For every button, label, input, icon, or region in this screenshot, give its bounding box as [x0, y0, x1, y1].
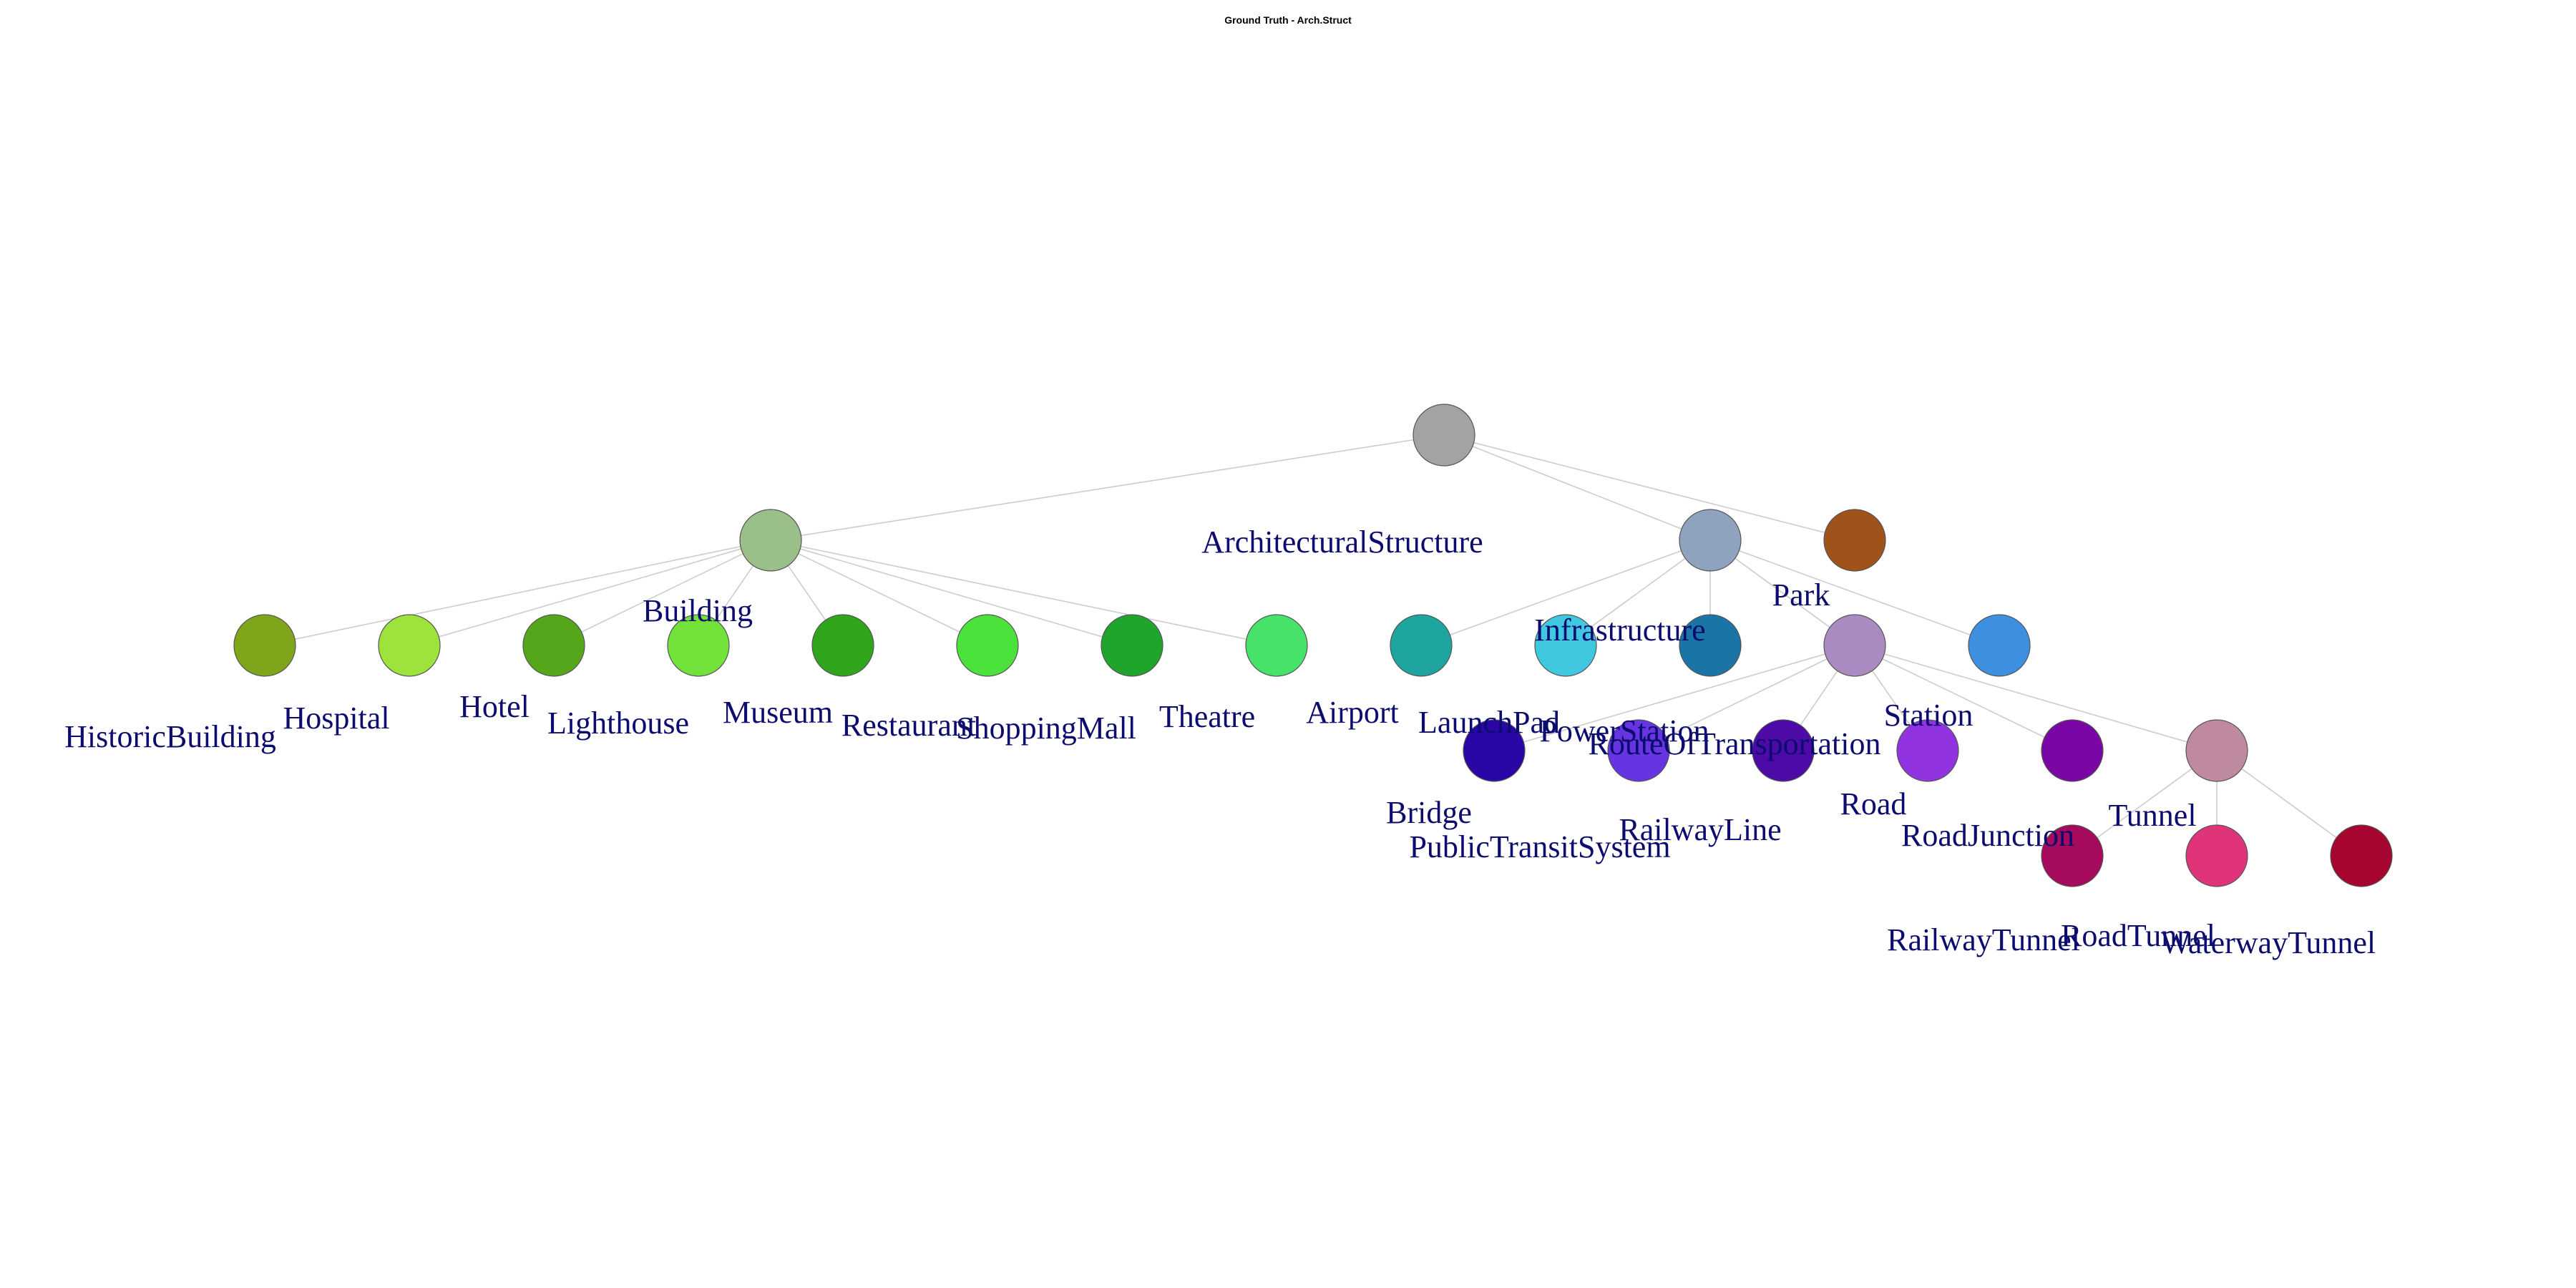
node-label-Infrastructure: Infrastructure [1534, 613, 1705, 648]
node-Road [1896, 719, 1959, 782]
node-ShoppingMall [1101, 614, 1163, 677]
node-label-PowerStation: PowerStation [1539, 713, 1709, 748]
node-RailwayLine [1752, 719, 1815, 782]
node-Tunnel [2185, 719, 2248, 782]
node-RouteOfTransportation [1823, 614, 1886, 677]
edge-ArchitecturalStructure-Building [770, 434, 1445, 541]
node-RoadJunction [2041, 719, 2104, 782]
node-label-Airport: Airport [1306, 695, 1399, 730]
node-label-Lighthouse: Lighthouse [547, 706, 689, 741]
node-label-RailwayTunnel: RailwayTunnel [1887, 922, 2080, 957]
node-label-ArchitecturalStructure: ArchitecturalStructure [1201, 525, 1483, 560]
labels-layer: ArchitecturalStructure Building Infrastruc… [64, 525, 2376, 960]
node-LaunchPad [1534, 614, 1597, 677]
node-label-Station: Station [1884, 698, 1974, 733]
node-Station [1968, 614, 2031, 677]
node-Hospital [378, 614, 441, 677]
node-label-WaterwayTunnel: WaterwayTunnel [2161, 925, 2376, 960]
node-RailwayTunnel [2041, 824, 2104, 887]
node-label-RouteOfTransportation: RouteOfTransportation [1588, 726, 1880, 761]
edge-RouteOfTransportation-Tunnel [1854, 645, 2218, 751]
edge-RouteOfTransportation-Bridge [1493, 645, 1855, 751]
node-WaterwayTunnel [2330, 824, 2393, 887]
node-label-PublicTransitSystem: PublicTransitSystem [1409, 829, 1670, 864]
node-HistoricBuilding [233, 614, 296, 677]
figure-title: Ground Truth - Arch.Struct [1224, 14, 1352, 26]
edge-Building-ShoppingMall [770, 540, 1133, 646]
node-Bridge [1463, 719, 1526, 782]
node-label-HistoricBuilding: HistoricBuilding [64, 719, 276, 754]
edge-Building-HistoricBuilding [264, 540, 771, 646]
node-RoadTunnel [2185, 824, 2248, 887]
node-Lighthouse [667, 614, 730, 677]
node-Building [739, 509, 802, 572]
edge-Building-Hotel [553, 540, 771, 646]
edge-Building-Restaurant [770, 540, 988, 646]
node-label-Museum: Museum [723, 695, 833, 730]
node-label-Theatre: Theatre [1159, 699, 1255, 734]
edge-ArchitecturalStructure-Park [1443, 434, 1855, 541]
edge-Infrastructure-Station [1709, 540, 2000, 646]
edge-Infrastructure-Airport [1420, 540, 1711, 646]
node-Infrastructure [1679, 509, 1742, 572]
node-Park [1823, 509, 1886, 572]
node-Hotel [522, 614, 585, 677]
node-label-RailwayLine: RailwayLine [1619, 812, 1781, 847]
node-Airport [1390, 614, 1453, 677]
node-label-Road: Road [1840, 786, 1907, 821]
node-ArchitecturalStructure [1413, 404, 1475, 467]
node-Theatre [1245, 614, 1308, 677]
node-label-Hotel: Hotel [459, 689, 530, 724]
node-label-ShoppingMall: ShoppingMall [956, 711, 1136, 746]
node-label-Building: Building [643, 593, 753, 628]
nodes-layer [233, 404, 2393, 887]
node-Restaurant [956, 614, 1019, 677]
edge-RouteOfTransportation-RoadJunction [1854, 645, 2073, 751]
node-PowerStation [1679, 614, 1742, 677]
node-label-RoadJunction: RoadJunction [1901, 818, 2074, 853]
edge-Building-Theatre [770, 540, 1277, 646]
node-label-Hospital: Hospital [283, 701, 389, 736]
node-label-RoadTunnel: RoadTunnel [2061, 918, 2215, 953]
edge-ArchitecturalStructure-Infrastructure [1443, 434, 1711, 541]
node-label-Tunnel: Tunnel [2108, 798, 2196, 833]
node-label-Bridge: Bridge [1386, 795, 1472, 830]
node-label-Restaurant: Restaurant [841, 708, 976, 743]
node-PublicTransitSystem [1607, 719, 1670, 782]
node-label-Park: Park [1772, 577, 1830, 613]
node-Museum [811, 614, 874, 677]
edge-Building-Hospital [409, 540, 771, 646]
edge-RouteOfTransportation-PublicTransitSystem [1638, 645, 1855, 751]
node-label-LaunchPad: LaunchPad [1418, 705, 1560, 740]
